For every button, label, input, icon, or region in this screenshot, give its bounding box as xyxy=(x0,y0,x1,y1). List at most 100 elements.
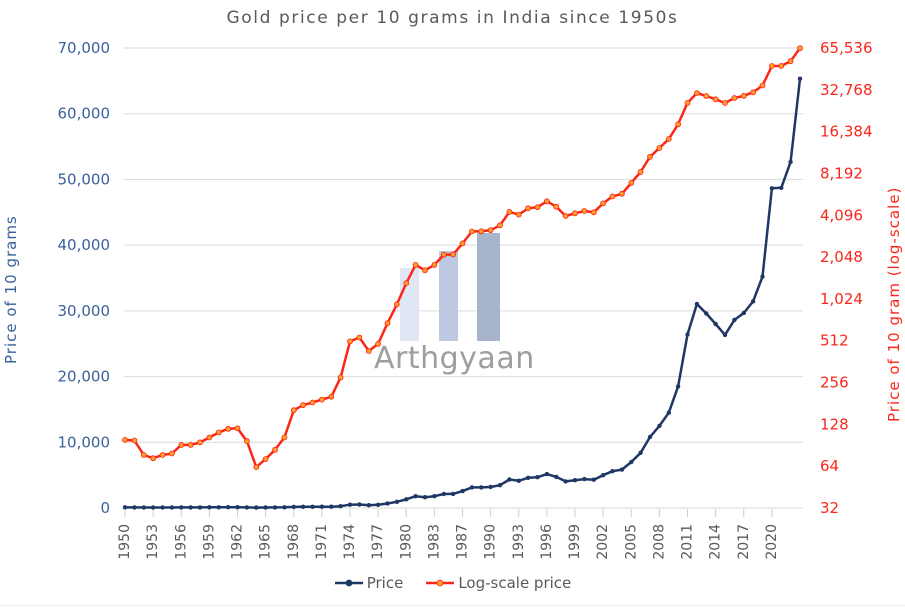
data-point-marker xyxy=(131,437,138,444)
data-point-marker xyxy=(535,475,540,480)
x-axis-tick-label: 2014 xyxy=(708,524,724,560)
left-axis-tick-labels: 70,000 60,000 50,000 40,000 30,000 20,000 10,0… xyxy=(58,39,111,517)
data-point-marker xyxy=(694,301,700,307)
data-point-marker xyxy=(178,441,185,448)
data-point-marker xyxy=(506,208,513,215)
y-axis-tick-label-right: 64 xyxy=(820,457,839,475)
x-axis-tick-label: 1999 xyxy=(567,524,583,560)
data-point-marker xyxy=(469,485,475,490)
legend-item-log-price: Log-scale price xyxy=(425,574,571,592)
right-axis-tick-labels: 65,536 32,768 16,384 8,192 4,096 2,048 1,024 51… xyxy=(820,39,873,517)
legend-label-log-price: Log-scale price xyxy=(458,574,572,592)
data-point-marker xyxy=(168,450,175,457)
x-axis-tick-label: 1965 xyxy=(258,524,274,560)
data-point-marker xyxy=(347,502,353,507)
data-point-marker xyxy=(769,186,775,191)
y-axis-tick-label-right: 16,384 xyxy=(820,123,873,141)
data-point-marker xyxy=(647,153,653,160)
data-point-marker xyxy=(731,95,738,101)
data-point-marker xyxy=(412,261,419,268)
data-point-marker xyxy=(234,425,241,432)
data-point-marker xyxy=(253,464,260,471)
x-axis-tick-label: 1993 xyxy=(511,524,527,560)
data-point-marker xyxy=(713,321,718,327)
data-point-marker xyxy=(225,505,231,510)
data-point-marker xyxy=(619,467,625,472)
data-point-marker xyxy=(694,90,700,96)
x-axis-tick-label: 1996 xyxy=(539,524,555,560)
data-point-marker xyxy=(628,179,635,186)
price-legend-swatch xyxy=(334,579,363,587)
data-point-marker xyxy=(338,504,343,509)
log-price-series xyxy=(122,45,803,471)
x-axis-tick-label: 2011 xyxy=(680,524,696,560)
data-point-marker xyxy=(150,505,156,510)
data-point-marker xyxy=(563,479,568,484)
data-point-marker xyxy=(300,402,307,409)
data-point-marker xyxy=(141,505,146,510)
data-point-marker xyxy=(309,399,316,406)
data-point-marker xyxy=(797,45,803,52)
data-point-marker xyxy=(534,204,541,211)
data-point-marker xyxy=(722,332,728,338)
data-point-marker xyxy=(704,311,709,316)
data-point-marker xyxy=(732,317,737,323)
page-bottom-divider xyxy=(0,605,905,606)
data-point-marker xyxy=(122,505,128,510)
data-point-marker xyxy=(656,145,663,151)
y-axis-tick-label-right: 2,048 xyxy=(820,248,863,266)
data-point-marker xyxy=(328,393,335,400)
legend: Price Log-scale price xyxy=(0,574,905,592)
data-point-marker xyxy=(225,425,232,432)
data-point-marker xyxy=(169,505,175,510)
data-point-marker xyxy=(479,485,484,490)
data-point-marker xyxy=(741,310,746,316)
x-axis-tick-label: 1987 xyxy=(455,524,471,560)
data-point-marker xyxy=(357,502,362,507)
data-point-marker xyxy=(197,505,203,510)
data-point-marker xyxy=(797,76,803,81)
x-axis-tick-label: 2008 xyxy=(651,524,667,560)
data-point-marker xyxy=(666,410,671,415)
y-axis-tick-label-right: 65,536 xyxy=(820,39,873,57)
data-point-marker xyxy=(769,63,775,69)
data-point-marker xyxy=(216,505,221,510)
x-axis-tick-label: 1974 xyxy=(342,524,358,560)
data-point-marker xyxy=(572,478,578,483)
data-point-marker xyxy=(487,227,494,234)
data-point-marker xyxy=(394,499,400,504)
legend-label-price: Price xyxy=(366,574,404,592)
x-axis-tick-label: 1950 xyxy=(117,524,133,560)
data-point-marker xyxy=(140,452,147,458)
data-point-marker xyxy=(468,228,475,235)
y-axis-tick-label-right: 1,024 xyxy=(820,290,863,308)
y-axis-tick-label-right: 4,096 xyxy=(820,206,863,224)
data-point-marker xyxy=(591,477,596,482)
x-axis-tick-label: 1983 xyxy=(426,524,442,560)
data-point-marker xyxy=(365,348,372,354)
y-axis-tick-label-right: 512 xyxy=(820,332,849,350)
y-axis-tick-label-left: 30,000 xyxy=(58,302,111,320)
data-point-marker xyxy=(132,505,137,510)
y-axis-tick-label-right: 8,192 xyxy=(820,164,863,182)
data-point-marker xyxy=(788,159,793,165)
data-point-marker xyxy=(432,494,437,499)
data-point-marker xyxy=(787,58,794,65)
data-point-marker xyxy=(384,320,391,327)
data-point-marker xyxy=(609,193,616,200)
data-point-marker xyxy=(703,93,710,99)
data-point-marker xyxy=(337,374,344,381)
data-point-marker xyxy=(310,504,315,509)
data-point-marker xyxy=(516,478,521,483)
data-point-marker xyxy=(460,488,465,494)
x-axis-tick-label: 2017 xyxy=(736,524,752,560)
data-point-marker xyxy=(657,423,662,429)
data-point-marker xyxy=(525,205,531,212)
data-point-marker xyxy=(441,491,446,497)
data-point-marker xyxy=(206,434,213,441)
data-point-marker xyxy=(675,384,681,389)
data-point-marker xyxy=(750,89,756,96)
series-line xyxy=(124,47,802,469)
data-point-marker xyxy=(319,504,325,509)
data-point-marker xyxy=(282,505,287,510)
